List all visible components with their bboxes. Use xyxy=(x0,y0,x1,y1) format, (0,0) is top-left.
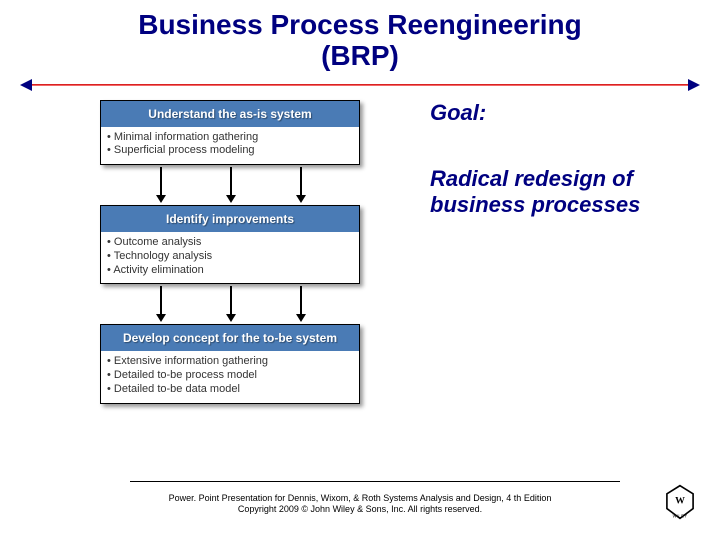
stage-3-bullet: • Extensive information gathering xyxy=(103,355,353,369)
slide-title: Business Process Reengineering (BRP) xyxy=(0,0,720,72)
svg-text:W: W xyxy=(675,496,685,507)
stage-2-bullet: • Outcome analysis xyxy=(103,236,353,250)
goal-label: Goal: xyxy=(430,100,690,126)
goal-body: Radical redesign of business processes xyxy=(430,166,690,219)
arrow-down-icon xyxy=(230,167,232,197)
footer-line-1: Power. Point Presentation for Dennis, Wi… xyxy=(0,493,720,505)
goal-text: Goal: Radical redesign of business proce… xyxy=(390,100,690,404)
wiley-logo-icon: W WILEY xyxy=(662,484,698,520)
flow-arrows-1 xyxy=(100,165,360,205)
stage-1: Understand the as-is system • Minimal in… xyxy=(100,100,360,166)
stage-3-bullet: • Detailed to-be data model xyxy=(103,383,353,397)
stage-3: Develop concept for the to-be system • E… xyxy=(100,324,360,403)
title-line-1: Business Process Reengineering xyxy=(0,10,720,41)
stage-2-body: • Outcome analysis • Technology analysis… xyxy=(101,232,359,283)
title-divider xyxy=(30,84,690,86)
stage-2-bullet: • Technology analysis xyxy=(103,250,353,264)
stage-3-header: Develop concept for the to-be system xyxy=(101,325,359,351)
footer-line-2: Copyright 2009 © John Wiley & Sons, Inc.… xyxy=(0,504,720,516)
arrow-down-icon xyxy=(300,167,302,197)
flow-arrows-2 xyxy=(100,284,360,324)
stage-3-bullet: • Detailed to-be process model xyxy=(103,369,353,383)
stage-3-body: • Extensive information gathering • Deta… xyxy=(101,351,359,402)
stage-2-header: Identify improvements xyxy=(101,206,359,232)
arrow-down-icon xyxy=(300,286,302,316)
arrow-down-icon xyxy=(230,286,232,316)
title-line-2: (BRP) xyxy=(0,41,720,72)
content-area: Understand the as-is system • Minimal in… xyxy=(0,86,720,404)
divider-arrow-left-icon xyxy=(20,79,32,91)
stage-1-bullet: • Minimal information gathering xyxy=(103,131,353,145)
stage-1-body: • Minimal information gathering • Superf… xyxy=(101,127,359,165)
stage-1-header: Understand the as-is system xyxy=(101,101,359,127)
arrow-down-icon xyxy=(160,167,162,197)
divider-arrow-right-icon xyxy=(688,79,700,91)
arrow-down-icon xyxy=(160,286,162,316)
stage-2: Identify improvements • Outcome analysis… xyxy=(100,205,360,284)
divider-line xyxy=(30,84,690,86)
stage-2-bullet: • Activity elimination xyxy=(103,264,353,278)
footer-text: Power. Point Presentation for Dennis, Wi… xyxy=(0,493,720,516)
footer-divider xyxy=(130,481,620,482)
flowchart: Understand the as-is system • Minimal in… xyxy=(100,100,390,404)
logo-label: WILEY xyxy=(673,514,688,519)
stage-1-bullet: • Superficial process modeling xyxy=(103,144,353,158)
